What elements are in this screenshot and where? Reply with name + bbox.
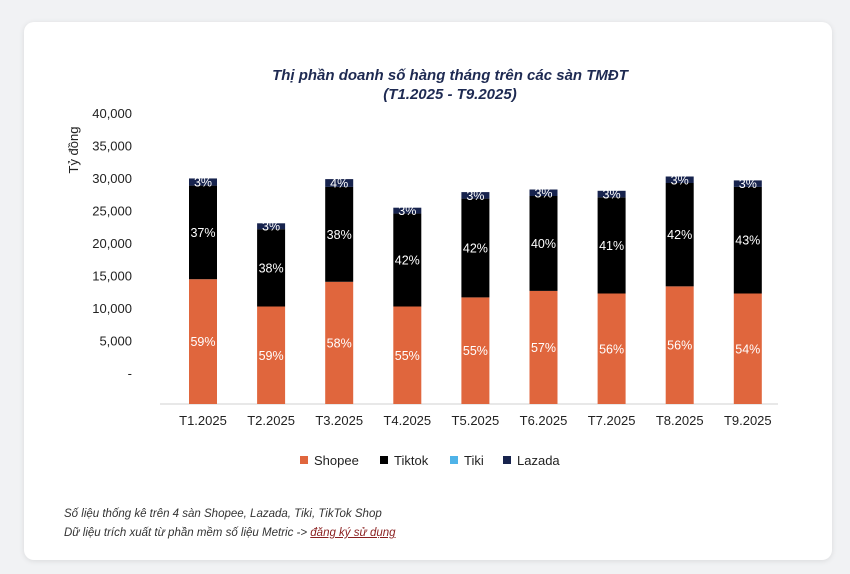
data-label-shopee-T5.2025: 55% bbox=[463, 344, 488, 358]
footnote-line-2-text: Dữ liệu trích xuất từ phần mềm số liệu M… bbox=[64, 527, 308, 539]
data-label-lazada-T3.2025: 4% bbox=[330, 177, 348, 191]
legend-label-lazada: Lazada bbox=[517, 453, 560, 468]
x-axis-ticks: T1.2025 T2.2025 T3.2025 T4.2025 T5.2025 T6.20… bbox=[179, 413, 772, 428]
bar-lazada-T7.2025 bbox=[597, 190, 626, 198]
legend-swatch-shopee bbox=[300, 456, 308, 464]
data-label-shopee-T2.2025: 59% bbox=[259, 349, 284, 363]
x-tick-label-T3.2025: T3.2025 bbox=[315, 413, 363, 428]
y-tick-label-7: 35,000 bbox=[92, 139, 132, 154]
bar-shopee-T5.2025 bbox=[461, 297, 490, 404]
y-tick-label-4: 20,000 bbox=[92, 236, 132, 251]
data-label-lazada-T5.2025: 3% bbox=[466, 189, 484, 203]
bar-shopee-T8.2025 bbox=[665, 286, 694, 404]
bar-shopee-T4.2025 bbox=[393, 306, 422, 404]
data-label-shopee-T1.2025: 59% bbox=[190, 335, 215, 349]
bar-tiktok-T9.2025 bbox=[733, 186, 762, 294]
y-axis-ticks: - 5,000 10,000 15,000 20,000 25,000 30,000 35,0… bbox=[92, 106, 132, 381]
data-label-lazada-T7.2025: 3% bbox=[603, 188, 621, 202]
bar-shopee-T9.2025 bbox=[733, 293, 762, 404]
bar-tiktok-T2.2025 bbox=[257, 229, 286, 307]
footnote-line-1: Số liệu thống kê trên 4 sàn Shopee, Laza… bbox=[64, 508, 382, 520]
data-label-shopee-T8.2025: 56% bbox=[667, 339, 692, 353]
chart-subtitle: (T1.2025 - T9.2025) bbox=[383, 86, 516, 103]
data-label-tiktok-T1.2025: 37% bbox=[190, 226, 215, 240]
data-label-shopee-T9.2025: 54% bbox=[735, 342, 760, 356]
bar-lazada-T1.2025 bbox=[189, 178, 217, 186]
bar-shopee-T7.2025 bbox=[597, 293, 626, 404]
footnote-line-2: Dữ liệu trích xuất từ phần mềm số liệu M… bbox=[64, 527, 396, 539]
bar-lazada-T4.2025 bbox=[393, 207, 422, 214]
bar-tiktok-T1.2025 bbox=[189, 185, 217, 280]
bar-shopee-T1.2025 bbox=[189, 279, 217, 404]
bar-lazada-T8.2025 bbox=[665, 176, 694, 183]
bar-tiktok-T4.2025 bbox=[393, 213, 422, 307]
data-label-tiktok-T3.2025: 38% bbox=[327, 228, 352, 242]
y-tick-label-0: - bbox=[128, 366, 132, 381]
y-tick-label-6: 30,000 bbox=[92, 171, 132, 186]
bar-shopee-T2.2025 bbox=[257, 306, 286, 404]
legend-label-tiki: Tiki bbox=[464, 453, 484, 468]
y-axis-label: Tỷ đồng bbox=[66, 127, 81, 174]
x-tick-label-T6.2025: T6.2025 bbox=[520, 413, 568, 428]
data-label-tiktok-T8.2025: 42% bbox=[667, 228, 692, 242]
bars: 59% 37% 3% 59% 38% 3% 58% 38% 4% 55% 42% 3% 55% 42% 3%… bbox=[189, 173, 762, 404]
x-tick-label-T9.2025: T9.2025 bbox=[724, 413, 772, 428]
y-tick-label-5: 25,000 bbox=[92, 204, 132, 219]
x-tick-label-T7.2025: T7.2025 bbox=[588, 413, 636, 428]
bar-lazada-T5.2025 bbox=[461, 192, 490, 199]
chart-title: Thị phần doanh số hàng tháng trên các sà… bbox=[272, 67, 630, 84]
legend: Shopee Tiktok Tiki Lazada bbox=[300, 453, 560, 468]
x-tick-label-T1.2025: T1.2025 bbox=[179, 413, 227, 428]
bar-lazada-T9.2025 bbox=[733, 180, 762, 187]
data-label-shopee-T6.2025: 57% bbox=[531, 341, 556, 355]
legend-label-shopee: Shopee bbox=[314, 453, 359, 468]
bar-tiktok-T5.2025 bbox=[461, 198, 490, 298]
legend-swatch-lazada bbox=[503, 456, 511, 464]
y-tick-label-3: 15,000 bbox=[92, 269, 132, 284]
legend-label-tiktok: Tiktok bbox=[394, 453, 429, 468]
data-label-lazada-T9.2025: 3% bbox=[739, 177, 757, 191]
bar-shopee-T6.2025 bbox=[529, 290, 558, 404]
data-label-tiktok-T5.2025: 42% bbox=[463, 242, 488, 256]
data-label-shopee-T3.2025: 58% bbox=[327, 336, 352, 350]
data-label-lazada-T2.2025: 3% bbox=[262, 220, 280, 234]
data-label-tiktok-T9.2025: 43% bbox=[735, 234, 760, 248]
data-label-lazada-T6.2025: 3% bbox=[534, 186, 552, 200]
y-tick-label-1: 5,000 bbox=[99, 334, 132, 349]
x-tick-label-T5.2025: T5.2025 bbox=[452, 413, 500, 428]
bar-tiktok-T7.2025 bbox=[597, 197, 626, 294]
data-label-tiktok-T6.2025: 40% bbox=[531, 237, 556, 251]
data-label-lazada-T4.2025: 3% bbox=[398, 204, 416, 218]
register-link[interactable]: đăng ký sử dụng bbox=[310, 527, 396, 539]
legend-swatch-tiktok bbox=[380, 456, 388, 464]
data-label-tiktok-T4.2025: 42% bbox=[395, 254, 420, 268]
bar-lazada-T2.2025 bbox=[257, 223, 286, 230]
bar-lazada-T6.2025 bbox=[529, 189, 558, 196]
legend-swatch-tiki bbox=[450, 456, 458, 464]
chart-card bbox=[24, 22, 832, 560]
data-label-lazada-T1.2025: 3% bbox=[194, 176, 212, 190]
data-label-tiktok-T7.2025: 41% bbox=[599, 239, 624, 253]
bar-tiktok-T6.2025 bbox=[529, 196, 558, 291]
bar-tiktok-T8.2025 bbox=[665, 183, 694, 287]
x-tick-label-T4.2025: T4.2025 bbox=[383, 413, 431, 428]
y-tick-label-2: 10,000 bbox=[92, 301, 132, 316]
bar-shopee-T3.2025 bbox=[325, 281, 354, 404]
data-label-shopee-T4.2025: 55% bbox=[395, 349, 420, 363]
y-tick-label-8: 40,000 bbox=[92, 106, 132, 121]
data-label-tiktok-T2.2025: 38% bbox=[259, 261, 284, 275]
data-label-shopee-T7.2025: 56% bbox=[599, 342, 624, 356]
bar-tiktok-T3.2025 bbox=[325, 186, 354, 282]
data-label-lazada-T8.2025: 3% bbox=[671, 173, 689, 187]
bar-lazada-T3.2025 bbox=[325, 179, 354, 187]
x-tick-label-T8.2025: T8.2025 bbox=[656, 413, 704, 428]
x-tick-label-T2.2025: T2.2025 bbox=[247, 413, 295, 428]
